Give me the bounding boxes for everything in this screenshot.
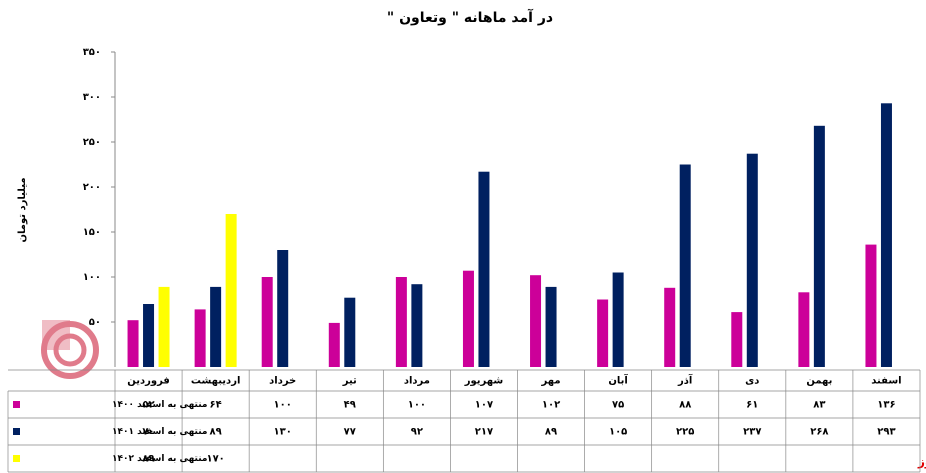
data-label: ۸۸ [679, 400, 691, 411]
bar [597, 299, 609, 367]
bar [143, 304, 155, 367]
x-tick-label: اردیبهشت [191, 376, 241, 387]
y-tick-label: ۱۰۰ [83, 272, 101, 283]
x-tick-label: مهر [541, 376, 561, 387]
y-axis-label: میلیارد تومان [17, 177, 28, 242]
data-label: ۲۳۷ [743, 427, 761, 438]
data-label: ۲۹۳ [877, 427, 895, 438]
x-tick-label: آذر [677, 374, 693, 387]
data-label: ۱۰۰ [408, 400, 426, 411]
bar [225, 214, 237, 367]
x-tick-label: آبان [608, 374, 628, 387]
bar [261, 277, 273, 367]
legend-label: منتهی به اسفند ۱۴۰۱ [112, 427, 207, 437]
bar [679, 164, 691, 367]
data-label: ۱۰۵ [609, 427, 627, 438]
bar [462, 270, 474, 367]
bar [210, 286, 222, 367]
y-tick-label: ۵۰ [89, 317, 101, 328]
bar [880, 103, 892, 368]
bar [395, 277, 407, 367]
logo [41, 320, 99, 379]
data-label: ۶۴ [210, 400, 222, 411]
bar [158, 286, 170, 367]
y-tick-label: ۱۵۰ [83, 227, 101, 238]
bar [746, 153, 758, 367]
bar [731, 312, 743, 367]
legend-label: منتهی به اسفند ۱۴۰۰ [112, 400, 207, 410]
x-tick-label: مرداد [404, 376, 430, 387]
chart-title: در آمد ماهانه " وتعاون " [387, 8, 553, 26]
data-label: ۲۱۷ [475, 427, 493, 438]
bar [411, 284, 423, 367]
x-tick-label: تیر [342, 376, 357, 387]
bar [277, 250, 289, 367]
x-tick-label: شهریور [464, 376, 504, 387]
legend-swatch [13, 428, 20, 435]
bar [545, 286, 557, 367]
bar [865, 244, 877, 367]
y-tick-label: ۲۰۰ [83, 182, 101, 193]
data-label: ۸۹ [545, 427, 557, 438]
bar [813, 125, 825, 367]
data-label: ۷۷ [344, 427, 356, 438]
bar [612, 272, 624, 367]
data-label: ۱۳۰ [274, 427, 292, 438]
bar [127, 320, 139, 367]
legend-swatch [13, 455, 20, 462]
data-label: ۱۳۶ [877, 400, 895, 411]
bar [478, 171, 490, 367]
data-label: ۱۰۷ [475, 400, 493, 411]
data-label: ۶۱ [746, 400, 758, 411]
legend-label: منتهی به اسفند ۱۴۰۲ [112, 454, 207, 464]
x-tick-label: خرداد [269, 376, 296, 387]
data-label: ۷۵ [612, 400, 624, 411]
data-label: ۸۹ [142, 454, 154, 465]
legend-swatch [13, 401, 20, 408]
data-label: ۱۷۰ [206, 454, 224, 465]
x-tick-label: بهمن [806, 376, 832, 387]
data-label: ۱۰۰ [274, 400, 292, 411]
data-label: ۴۹ [344, 400, 356, 411]
bar [344, 297, 356, 367]
data-label: ۹۲ [411, 427, 423, 438]
data-label: ۲۶۸ [810, 427, 828, 438]
data-label: ۲۲۵ [676, 427, 694, 438]
bar [530, 275, 542, 367]
data-label: ۷۰ [142, 427, 154, 438]
y-tick-label: ۳۰۰ [83, 92, 101, 103]
source-label: بورس نیوز [917, 455, 926, 470]
x-tick-label: اسفند [871, 376, 901, 387]
x-tick-label: دی [745, 376, 759, 387]
bar [664, 287, 676, 367]
y-tick-label: ۳۵۰ [83, 47, 101, 58]
data-label: ۸۹ [210, 427, 222, 438]
bar [798, 292, 810, 367]
data-label: ۸۳ [813, 400, 825, 411]
data-label: ۵۲ [142, 400, 154, 411]
data-label: ۱۰۲ [542, 400, 560, 411]
x-tick-label: فروردین [127, 376, 170, 387]
y-tick-label: ۲۵۰ [83, 137, 101, 148]
bar [194, 309, 206, 367]
bar [328, 322, 340, 367]
